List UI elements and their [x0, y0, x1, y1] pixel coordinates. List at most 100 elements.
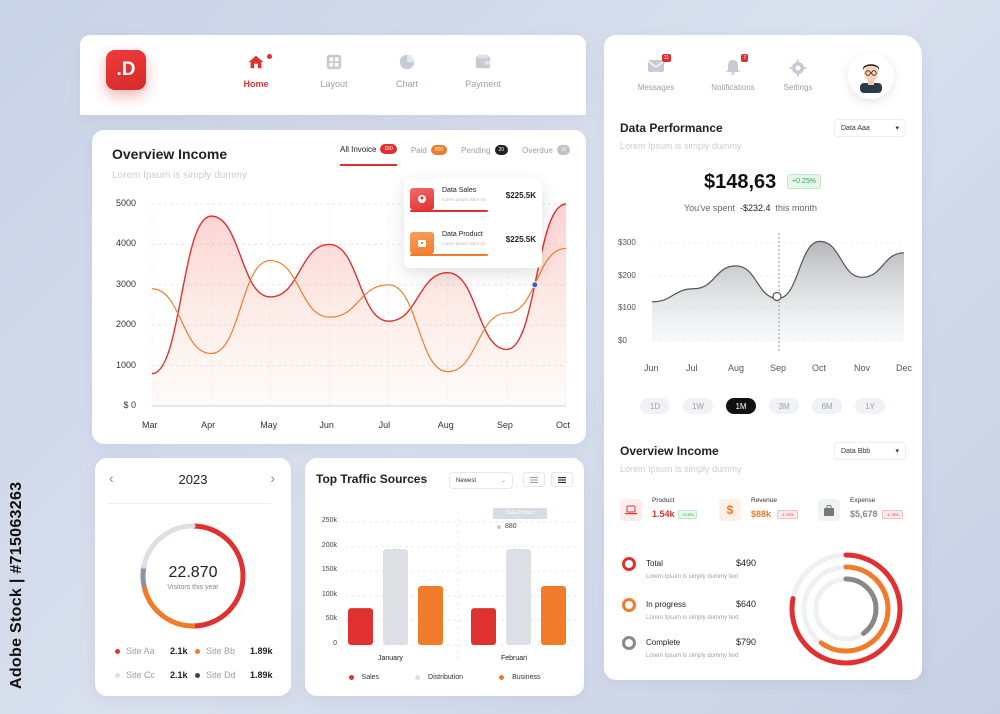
- legend-label: Sales: [361, 674, 380, 681]
- legend-value: 2.1k: [170, 646, 188, 656]
- progress-in-progress: In progress Lorem Ipsum is simply dummy …: [622, 598, 772, 638]
- y-tick-label: $100: [618, 303, 636, 313]
- legend-item: Sales: [348, 674, 380, 681]
- legend-dot: [415, 675, 421, 680]
- grid-view-button[interactable]: [523, 472, 545, 487]
- tab-label: Overdue: [522, 145, 553, 155]
- x-tick-label: Nov: [854, 363, 871, 373]
- dollar-icon: $: [719, 499, 741, 521]
- tab-overdue[interactable]: Overdue 15: [522, 144, 571, 166]
- list-view-button[interactable]: [551, 472, 573, 487]
- nav-notifications[interactable]: 7 Notifications: [701, 54, 765, 92]
- tooltip-bar: [410, 254, 488, 256]
- site-legend: Site Aa 2.1k Site Bb 1.89k Site Cc 2.1k Sit…: [115, 646, 275, 680]
- tooltip-title: Data Sales: [442, 187, 477, 194]
- legend-item: Site Dd 1.89k: [195, 670, 275, 680]
- x-tick-label: Februari: [501, 655, 528, 662]
- range-button-6m[interactable]: 6M: [812, 398, 842, 414]
- messages-badge: 11: [661, 54, 671, 62]
- nav-layout-label: Layout: [320, 79, 348, 89]
- prev-year-button[interactable]: ‹: [109, 470, 114, 486]
- progress-total: Total Lorem Ipsum is simply dummy text $…: [622, 557, 772, 597]
- stat-badge: -1.75%: [777, 510, 798, 519]
- spent-prefix: You've spent: [684, 203, 735, 213]
- y-tick-label: 3000: [115, 278, 136, 289]
- spent-line: You've spent -$232.4 this month: [684, 203, 817, 213]
- x-tick-label: Oct: [812, 363, 827, 373]
- gear-icon: [789, 59, 807, 77]
- range-button-1m[interactable]: 1M: [726, 398, 756, 414]
- progress-complete: Complete Lorem Ipsum is simply dummy tex…: [622, 636, 772, 676]
- dropdown-value: Data Aaa: [841, 124, 870, 132]
- stat-name: Product: [652, 497, 675, 504]
- bar-tooltip-title: Data Product: [493, 508, 547, 519]
- caret-down-icon: ▾: [895, 448, 899, 455]
- divider: [107, 503, 271, 504]
- traffic-bar-chart: [345, 512, 577, 659]
- legend-item: Site Cc 2.1k: [115, 670, 195, 680]
- range-button-1d[interactable]: 1D: [640, 398, 670, 414]
- layout-icon: [326, 54, 342, 70]
- range-button-1w[interactable]: 1W: [683, 398, 713, 414]
- avatar[interactable]: [848, 53, 894, 99]
- legend-value: 1.89k: [250, 670, 273, 680]
- donut-segment: [140, 523, 246, 629]
- y-tick-label: $300: [618, 238, 636, 247]
- tab-paid[interactable]: Paid 800: [411, 144, 448, 166]
- x-tick-label: Aug: [728, 363, 745, 373]
- bar: [383, 549, 408, 645]
- nav-layout[interactable]: Layout: [304, 53, 364, 89]
- x-tick-label: May: [260, 420, 278, 430]
- tab-badge: 800: [430, 145, 448, 155]
- bar: [348, 608, 373, 645]
- tab-pending[interactable]: Pending 20: [461, 144, 509, 166]
- data-tooltip: Data Sales Lorem ipsum dolor sit $225.5K…: [404, 178, 542, 268]
- bell-icon: 7: [724, 54, 748, 75]
- tab-all-invoice[interactable]: All Invoice 150: [340, 144, 397, 166]
- nav-chart[interactable]: Chart: [377, 53, 437, 89]
- tooltip-row-product: Data Product Lorem ipsum dolor sit $225.…: [410, 226, 536, 262]
- y-tick-label: 4000: [115, 238, 136, 249]
- x-tick-label: January: [378, 655, 403, 662]
- tooltip-bar: [410, 210, 488, 212]
- range-button-3m[interactable]: 3M: [769, 398, 799, 414]
- change-badge: +0.25%: [787, 174, 821, 189]
- overview-income-card: Overview Income Lorem Ipsum is simply du…: [92, 130, 586, 444]
- income-series-line: [151, 203, 567, 375]
- tooltip-sub: Lorem ipsum dolor sit: [442, 241, 486, 246]
- income-dropdown[interactable]: Data Bbb ▾: [834, 442, 906, 460]
- next-year-button[interactable]: ›: [270, 470, 275, 486]
- stat-value: $88k: [751, 509, 772, 519]
- app-logo[interactable]: .D: [106, 50, 146, 90]
- hover-point: [772, 291, 782, 302]
- ring-progress: [789, 552, 903, 666]
- legend-value: 2.1k: [170, 670, 188, 680]
- stat-name: Revenue: [751, 497, 778, 504]
- y-tick-label: $ 0: [123, 400, 136, 410]
- legend-dot: [499, 675, 505, 680]
- tab-label: Pending: [461, 145, 491, 155]
- legend-name: Site Cc: [126, 670, 156, 680]
- stat-badge: -1.75%: [882, 510, 903, 519]
- chevron-down-icon: ⌄: [500, 478, 506, 484]
- progress-value: $790: [736, 637, 757, 647]
- performance-dropdown[interactable]: Data Aaa ▾: [834, 119, 906, 137]
- visitors-card: ‹ 2023 › 22.870 Visitors this year Site …: [95, 458, 291, 696]
- progress-value: $490: [736, 558, 757, 568]
- nav-settings[interactable]: Settings: [766, 59, 830, 92]
- tooltip-sub: Lorem ipsum dolor sit: [442, 197, 486, 202]
- nav-messages[interactable]: 11 Messages: [624, 54, 688, 92]
- bar-tooltip-value: 880: [505, 523, 517, 530]
- range-button-1y[interactable]: 1Y: [855, 398, 885, 414]
- progress-sub: Lorem Ipsum is simply dummy text: [646, 615, 739, 621]
- legend-dot: [195, 672, 200, 678]
- invoice-tabs: All Invoice 150 Paid 800 Pending 20 Overdue…: [340, 144, 571, 166]
- watermark-text: Adobe Stock | #715063263: [8, 481, 25, 689]
- sort-dropdown[interactable]: Newest ⌄: [449, 472, 513, 489]
- y-tick-label: $0: [618, 336, 627, 345]
- nav-home-label: Home: [243, 79, 269, 89]
- legend-name: Site Aa: [126, 646, 155, 656]
- nav-home[interactable]: Home: [226, 53, 286, 89]
- x-tick-label: Oct: [556, 420, 571, 430]
- nav-payment[interactable]: Payment: [453, 53, 513, 89]
